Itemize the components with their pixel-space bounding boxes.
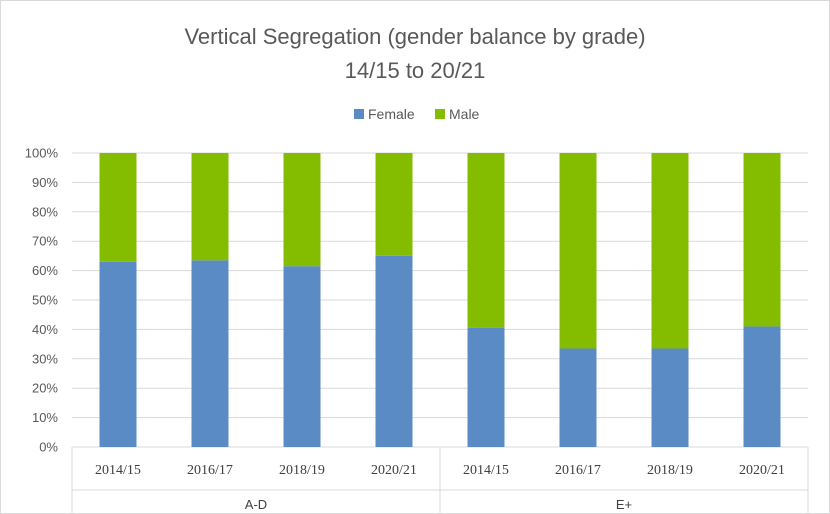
legend-swatch-female bbox=[354, 109, 364, 119]
bar-female-1 bbox=[191, 260, 229, 447]
x-tick-label: 2014/15 bbox=[463, 463, 509, 478]
chart-title: Vertical Segregation (gender balance by … bbox=[184, 24, 645, 49]
y-tick-label: 0% bbox=[39, 440, 58, 455]
bars bbox=[99, 153, 781, 447]
legend-label-male: Male bbox=[449, 106, 480, 122]
bar-male-3 bbox=[375, 153, 413, 256]
bar-male-0 bbox=[99, 153, 137, 262]
bar-female-5 bbox=[559, 348, 597, 447]
bar-male-7 bbox=[743, 153, 781, 327]
bar-female-6 bbox=[651, 348, 689, 447]
bar-male-1 bbox=[191, 153, 229, 261]
y-tick-label: 80% bbox=[32, 204, 58, 219]
x-tick-label: 2020/21 bbox=[739, 463, 785, 478]
bar-male-5 bbox=[559, 153, 597, 349]
bar-male-4 bbox=[467, 153, 505, 328]
x-tick-label: 2018/19 bbox=[647, 463, 693, 478]
legend-label-female: Female bbox=[368, 106, 415, 122]
bar-female-7 bbox=[743, 326, 781, 447]
y-tick-label: 100% bbox=[25, 146, 59, 161]
x-tick-label: 2018/19 bbox=[279, 463, 325, 478]
bar-female-3 bbox=[375, 255, 413, 447]
y-axis: 0% 10% 20% 30% 40% 50% 60% 70% 80% 90% 100% bbox=[25, 146, 59, 455]
bar-female-2 bbox=[283, 266, 321, 447]
x-axis: 2014/15 2016/17 2018/19 2020/21 2014/15 2016/… bbox=[71, 447, 809, 514]
bar-male-2 bbox=[283, 153, 321, 267]
x-tick-label: 2016/17 bbox=[187, 463, 233, 478]
y-tick-label: 50% bbox=[32, 293, 58, 308]
legend: Female Male bbox=[354, 106, 480, 122]
bar-male-6 bbox=[651, 153, 689, 349]
y-tick-label: 70% bbox=[32, 234, 58, 249]
x-group-label: E+ bbox=[616, 497, 632, 512]
bar-female-0 bbox=[99, 261, 137, 447]
y-tick-label: 40% bbox=[32, 322, 58, 337]
bar-female-4 bbox=[467, 327, 505, 447]
x-tick-label: 2016/17 bbox=[555, 463, 601, 478]
y-tick-label: 60% bbox=[32, 263, 58, 278]
legend-swatch-male bbox=[435, 109, 445, 119]
y-tick-label: 10% bbox=[32, 410, 58, 425]
y-tick-label: 20% bbox=[32, 381, 58, 396]
x-tick-label: 2020/21 bbox=[371, 463, 417, 478]
x-group-label: A-D bbox=[245, 497, 267, 512]
y-tick-label: 90% bbox=[32, 175, 58, 190]
chart-subtitle: 14/15 to 20/21 bbox=[345, 58, 486, 83]
y-tick-label: 30% bbox=[32, 351, 58, 366]
x-tick-label: 2014/15 bbox=[95, 463, 141, 478]
